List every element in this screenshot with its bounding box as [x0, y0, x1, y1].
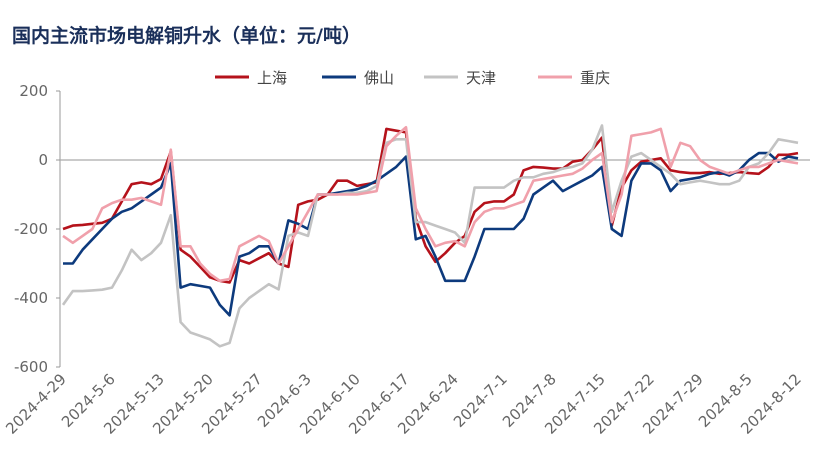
legend-text: 重庆 [580, 69, 610, 87]
legend-text: 佛山 [364, 69, 394, 87]
line-series [62, 127, 799, 284]
legend-text: 上海 [257, 69, 287, 87]
legend-text: 天津 [466, 69, 496, 87]
line-series [61, 124, 799, 348]
y-tick-label: 200 [19, 82, 48, 100]
y-tick-label: -200 [14, 220, 48, 238]
chart-title: 国内主流市场电解铜升水（单位：元/吨） [12, 24, 361, 47]
y-tick-label: 0 [38, 151, 48, 169]
y-tick-label: -400 [14, 289, 48, 307]
line-series [62, 125, 799, 283]
y-tick-label: -600 [14, 358, 48, 376]
x-tick-label: 2024-4-29 [2, 370, 70, 438]
line-series [63, 151, 799, 317]
